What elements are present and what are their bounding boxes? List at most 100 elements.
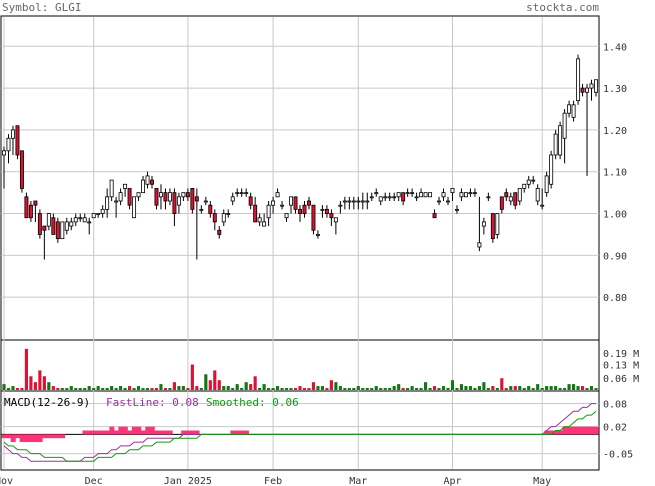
macd-histogram-bar: [593, 426, 599, 435]
volume-bar: [316, 386, 320, 390]
volume-bar: [343, 388, 347, 390]
candle-body: [302, 204, 307, 214]
volume-bar: [545, 386, 549, 390]
macd-histogram-bar: [194, 430, 200, 435]
macd-histogram-bar: [239, 430, 245, 435]
candle-body: [419, 192, 424, 198]
volume-bar: [437, 388, 441, 390]
volume-bar: [563, 388, 567, 390]
candle-body: [257, 217, 262, 223]
volume-bar: [486, 388, 490, 390]
volume-bar: [446, 388, 450, 390]
macd-histogram-bar: [24, 434, 30, 443]
candle-body: [91, 213, 96, 219]
macd-histogram-bar: [28, 434, 34, 443]
macd-histogram-bar: [544, 430, 550, 435]
candle-body: [486, 196, 491, 199]
volume-bar: [352, 388, 356, 390]
volume-bar: [567, 384, 571, 390]
volume-bar: [6, 388, 11, 390]
candle-body: [490, 213, 495, 240]
volume-bar: [495, 388, 499, 390]
candle-body: [374, 192, 379, 195]
candle-body: [172, 192, 177, 214]
macd-histogram-bar: [243, 430, 249, 435]
candle-body: [392, 196, 397, 199]
volume-bar: [51, 386, 55, 390]
candle-body: [540, 204, 545, 207]
price-tick-label: 1.30: [603, 84, 627, 95]
volume-bar: [522, 388, 526, 390]
candle-body: [78, 217, 83, 220]
candle-body: [248, 196, 253, 206]
candle-body: [289, 196, 293, 206]
candle-body: [553, 133, 558, 156]
volume-bar: [199, 388, 203, 390]
volume-bar: [455, 388, 459, 390]
candle-body: [19, 150, 24, 189]
macd-histogram-bar: [575, 426, 581, 435]
volume-bar: [181, 386, 185, 390]
volume-bar: [361, 388, 365, 390]
volume-bar: [527, 386, 531, 390]
candle-body: [401, 192, 406, 202]
candle-body: [96, 213, 101, 215]
candle-body: [450, 188, 455, 194]
macd-tick-label: 0.08: [603, 400, 627, 411]
volume-bar: [177, 386, 181, 390]
volume-bar: [29, 376, 33, 390]
macd-tick-label: 0.02: [603, 423, 627, 434]
candle-body: [64, 221, 69, 231]
volume-bar: [226, 386, 230, 390]
macd-histogram-bar: [548, 430, 554, 435]
candle-body: [580, 87, 585, 93]
candle-body: [298, 208, 302, 214]
volume-bar: [356, 386, 360, 390]
price-panel: [0, 15, 600, 341]
candle-body: [100, 208, 105, 214]
fastline-legend-label: FastLine: 0.08: [106, 396, 199, 409]
candle-body: [185, 192, 190, 198]
candle-body: [459, 192, 464, 198]
candle-body: [432, 213, 437, 219]
macd-histogram-bar: [91, 430, 97, 435]
candle-body: [387, 196, 392, 199]
volume-bar: [365, 388, 369, 390]
axis-labels: Nov Dec Jan 2025 Feb Mar Apr May 1.40 1.30 1.20 1.…: [0, 42, 639, 486]
volume-bar: [154, 388, 159, 390]
macd-histogram-bar: [33, 434, 39, 443]
macd-histogram-bar: [136, 426, 142, 435]
candle-body: [2, 150, 6, 156]
macd-histogram-bar: [42, 434, 48, 439]
volume-bar: [172, 382, 176, 390]
candle-body: [396, 192, 401, 198]
macd-histogram-bar: [82, 430, 88, 435]
volume-bar: [580, 386, 585, 390]
candle-body: [437, 200, 441, 203]
candle-body: [585, 87, 590, 93]
volume-bar: [289, 388, 293, 390]
macd-histogram-bar: [145, 426, 151, 435]
grid-lines: [1, 17, 599, 469]
x-tick-label: May: [533, 476, 551, 486]
macd-histogram-bar: [10, 434, 16, 443]
macd-histogram-bar: [580, 426, 586, 435]
candle-body: [594, 79, 598, 93]
macd-histogram-bar: [557, 430, 563, 435]
candle-body: [405, 192, 410, 195]
candle-body: [338, 204, 343, 207]
volume-bar: [222, 386, 226, 390]
volume-bar: [468, 386, 472, 390]
candle-body: [181, 192, 186, 198]
macd-series: [1, 403, 599, 462]
volume-bar: [554, 386, 558, 390]
volume-bar: [159, 384, 163, 390]
volume-bar: [168, 388, 172, 390]
volume-bar: [370, 388, 374, 390]
volume-bar: [128, 386, 132, 390]
candle-body: [271, 200, 276, 206]
macd-histogram-bar: [113, 430, 119, 435]
volume-bar: [42, 376, 46, 390]
candle-body: [468, 192, 473, 195]
smoothed-legend-label: Smoothed: 0.06: [206, 396, 299, 409]
